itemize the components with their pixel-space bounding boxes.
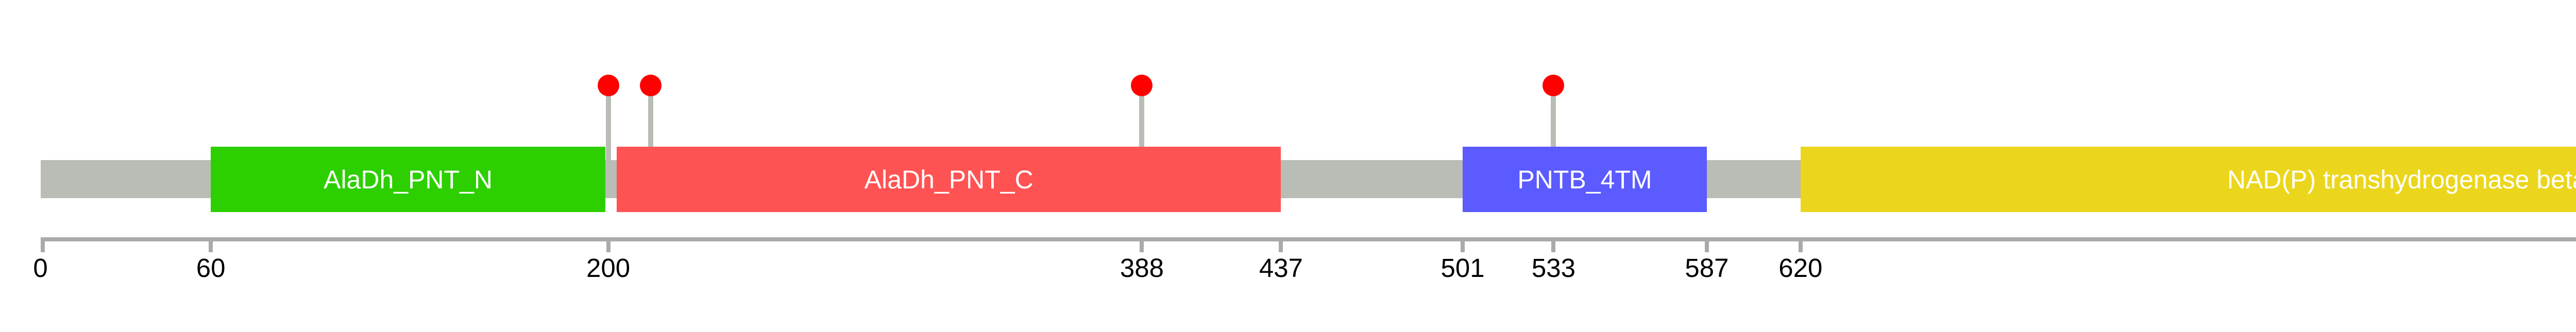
domain-pntb-4tm: PNTB_4TM (1463, 147, 1707, 212)
axis-tick-label: 587 (1685, 253, 1729, 283)
domain-nad-p-transhydrogenase-beta-subunit: NAD(P) transhydrogenase beta subunit (1800, 147, 2576, 212)
axis-tick-label: 200 (586, 253, 631, 283)
domain-label: PNTB_4TM (1517, 165, 1652, 194)
domain-aladh-pnt-c: AlaDh_PNT_C (617, 147, 1281, 212)
axis-tick-label: 0 (33, 253, 48, 283)
mutation-lollipop (640, 74, 662, 96)
axis-tick-label: 533 (1531, 253, 1575, 283)
domain-label: AlaDh_PNT_C (864, 165, 1033, 194)
mutation-lollipop (597, 74, 619, 96)
axis-tick (1798, 237, 1803, 252)
axis-tick-label: 501 (1440, 253, 1485, 283)
axis-tick (1279, 237, 1283, 252)
axis-tick-label: 620 (1778, 253, 1823, 283)
axis-tick (209, 237, 213, 252)
lollipop-stem (1139, 85, 1145, 198)
axis-tick (1704, 237, 1709, 252)
axis-tick (1551, 237, 1556, 252)
axis-tick-label: 388 (1120, 253, 1164, 283)
axis-tick-label: 60 (196, 253, 226, 283)
axis-tick (606, 237, 611, 252)
mutation-lollipop (1131, 74, 1153, 96)
mutation-lollipop (1543, 74, 1565, 96)
lollipop-stem (605, 85, 611, 198)
axis-tick (40, 237, 45, 252)
domain-label: AlaDh_PNT_N (324, 165, 493, 194)
domain-label: NAD(P) transhydrogenase beta subunit (2227, 165, 2576, 194)
axis-tick (1140, 237, 1144, 252)
axis-tick-label: 437 (1259, 253, 1303, 283)
axis-tick (1461, 237, 1465, 252)
lollipop-stem (648, 85, 654, 198)
domain-aladh-pnt-n: AlaDh_PNT_N (211, 147, 605, 212)
x-axis (40, 237, 2576, 241)
lollipop-stem (1551, 85, 1556, 198)
